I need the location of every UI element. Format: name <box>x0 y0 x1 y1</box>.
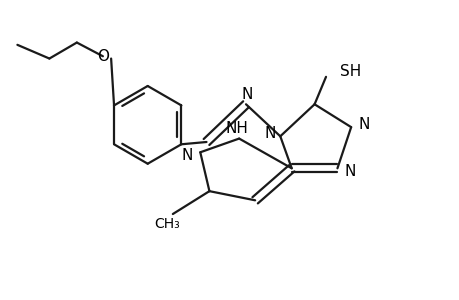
Text: O: O <box>97 49 109 64</box>
Text: CH₃: CH₃ <box>154 217 180 231</box>
Text: N: N <box>241 87 252 102</box>
Text: N: N <box>358 117 369 132</box>
Text: NH: NH <box>225 121 248 136</box>
Text: N: N <box>181 148 193 164</box>
Text: N: N <box>344 164 355 179</box>
Text: N: N <box>264 127 275 142</box>
Text: SH: SH <box>339 64 360 79</box>
